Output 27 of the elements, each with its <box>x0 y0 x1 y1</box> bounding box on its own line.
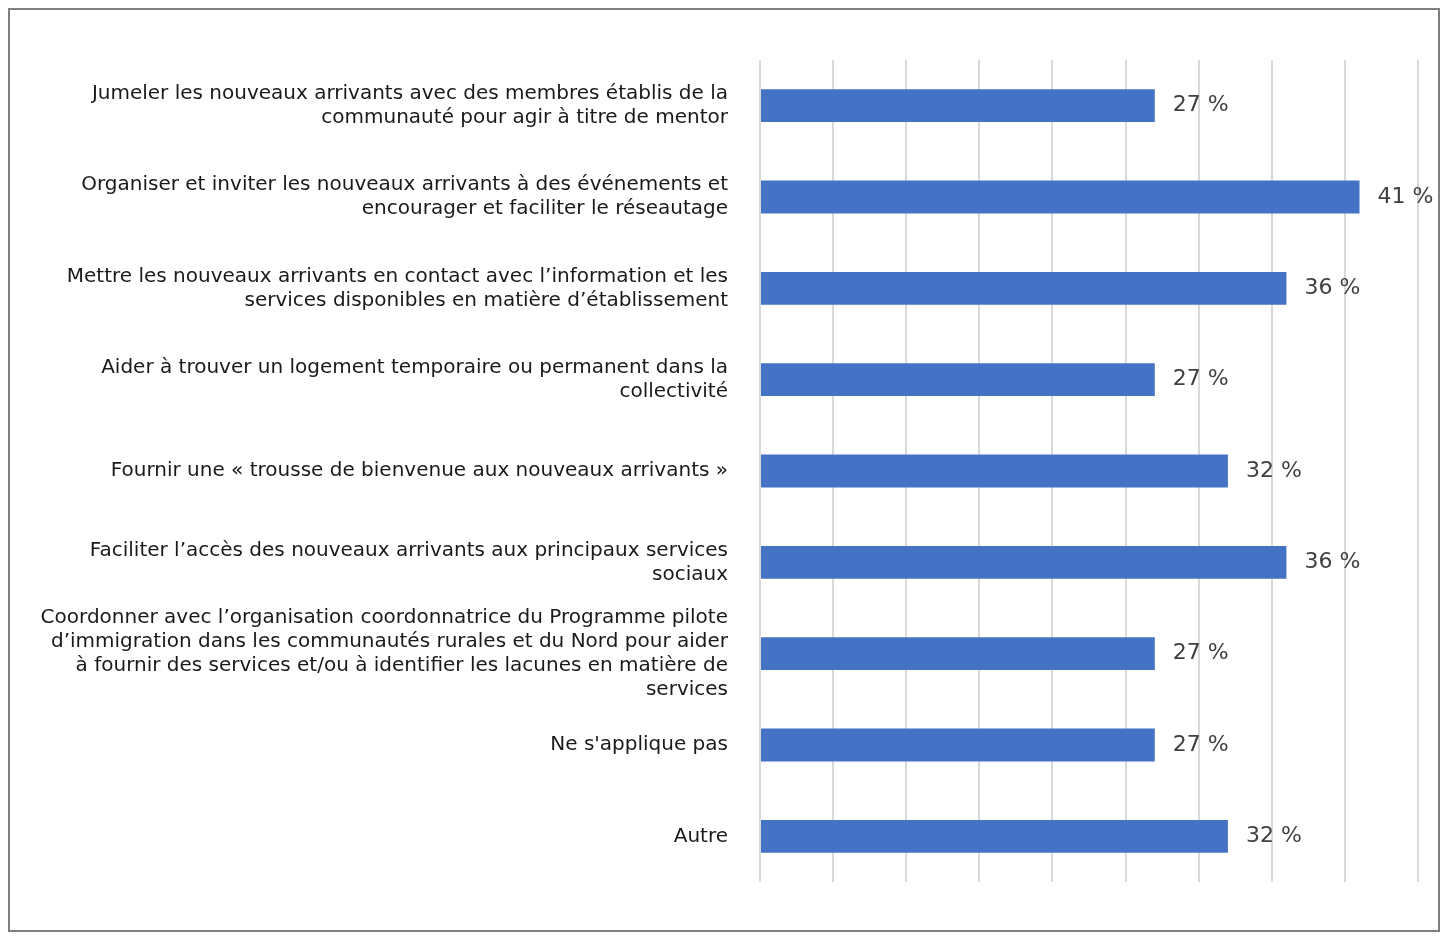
data-label: 32 % <box>1245 456 1302 482</box>
y-tick-label: Fournir une « trousse de bienvenue aux nouveaux arrivants » <box>110 457 728 482</box>
y-tick-label: Jumeler les nouveaux arrivants avec des membres établis de la communauté pour agir à titre de mentor <box>89 79 729 128</box>
y-tick-label: Coordonner avec l’organisation coordonnatrice du Programme pilote d’immigration dans les communautés rurales et du Nord pour aider à fournir des services et/ou à identifier les lacunes en matière de services <box>40 603 729 700</box>
data-label: 41 % <box>1377 182 1434 208</box>
bar <box>761 728 1155 762</box>
bar <box>761 180 1360 214</box>
bar <box>761 89 1155 123</box>
data-label: 27 % <box>1172 639 1229 665</box>
bar <box>761 637 1155 671</box>
bar <box>761 271 1287 305</box>
data-label: 27 % <box>1172 365 1229 391</box>
data-label: 36 % <box>1304 548 1361 574</box>
data-label: 32 % <box>1245 822 1302 848</box>
bar <box>761 545 1287 579</box>
y-tick-label: Autre <box>673 822 728 847</box>
bar <box>761 454 1228 488</box>
data-label: 36 % <box>1304 274 1361 300</box>
y-tick-label: Mettre les nouveaux arrivants en contact avec l’information et les services disponibles en matière d’établissement <box>66 262 729 311</box>
y-tick-label: Aider à trouver un logement temporaire ou permanent dans la collectivité <box>101 353 728 402</box>
y-tick-label: Faciliter l’accès des nouveaux arrivants aux principaux services sociaux <box>89 536 729 585</box>
y-tick-label: Organiser et inviter les nouveaux arrivants à des événements et encourager et faciliter le réseautage <box>81 171 729 220</box>
data-label: 27 % <box>1172 91 1229 117</box>
y-tick-label: Ne s'applique pas <box>550 731 728 756</box>
data-label: 27 % <box>1172 730 1229 756</box>
bar <box>761 363 1155 397</box>
bar <box>761 819 1228 853</box>
